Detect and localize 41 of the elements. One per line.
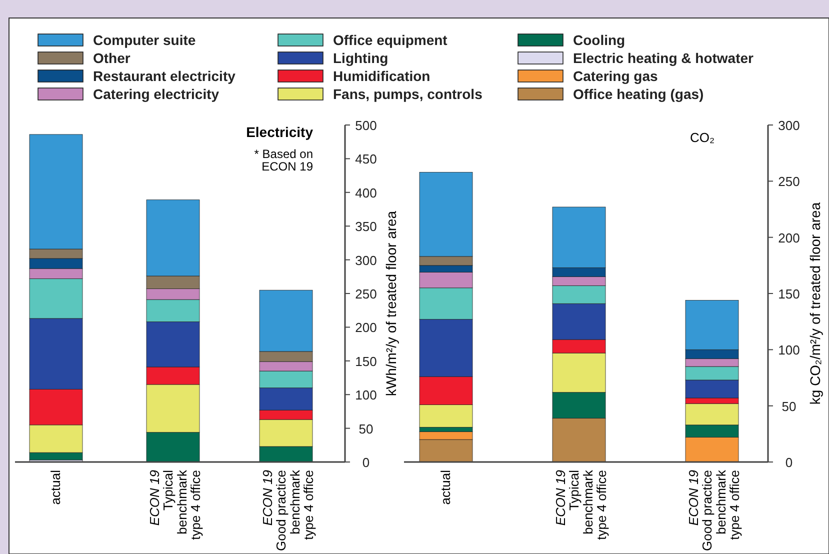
y-tick-label: 150	[778, 286, 800, 302]
y-axis-title: kg CO₂/m²/y of treated floor area	[807, 202, 823, 405]
y-tick-label: 350	[355, 219, 377, 234]
legend-label: Humidification	[333, 68, 430, 84]
y-tick-label: 250	[355, 286, 377, 302]
y-tick-label: 250	[778, 174, 800, 190]
y-tick-label: 450	[355, 152, 377, 167]
y-tick-label: 200	[778, 230, 800, 246]
y-tick-label: 150	[355, 354, 377, 369]
annotation: Electricity	[246, 124, 314, 140]
x-tick-label: ECON 19 Typical benchmark type 4 office	[147, 470, 203, 540]
legend-label: Catering gas	[573, 68, 658, 84]
legend-label: Electric heating & hotwater	[573, 50, 754, 66]
legend-label: Catering electricity	[93, 86, 220, 102]
annotation: * Based on ECON 19	[254, 147, 314, 174]
x-tick-label: ECON 19 Good practice benchmark type 4 office	[686, 470, 742, 551]
y-tick-label: 0	[785, 455, 793, 470]
legend-label: Lighting	[333, 50, 388, 66]
annotation: CO₂	[690, 130, 715, 145]
x-tick-label: ECON 19 Typical benchmark type 4 office	[553, 470, 609, 540]
x-tick-label: actual	[438, 470, 453, 505]
y-tick-label: 200	[355, 320, 377, 336]
legend-label: Fans, pumps, controls	[333, 86, 483, 102]
y-tick-label: 400	[355, 185, 377, 200]
x-tick-label: actual	[48, 470, 63, 505]
legend-label: Cooling	[573, 32, 626, 48]
y-tick-label: 100	[355, 388, 377, 403]
y-tick-label: 50	[782, 398, 796, 414]
y-tick-label: 300	[355, 252, 377, 268]
legend-label: Other	[93, 50, 131, 66]
y-tick-label: 500	[355, 118, 377, 133]
legend-label: Office heating (gas)	[573, 86, 704, 102]
y-tick-label: 100	[778, 342, 800, 358]
x-tick-label: ECON 19 Good practice benchmark type 4 office	[260, 470, 316, 551]
y-tick-label: 0	[362, 455, 370, 470]
legend-label: Restaurant electricity	[93, 68, 236, 84]
y-axis-title: kWh/m²/y of treated floor area	[383, 210, 399, 396]
y-tick-label: 50	[358, 421, 374, 436]
y-tick-label: 300	[778, 118, 800, 133]
legend-label: Computer suite	[93, 32, 196, 48]
legend-label: Office equipment	[333, 32, 448, 48]
